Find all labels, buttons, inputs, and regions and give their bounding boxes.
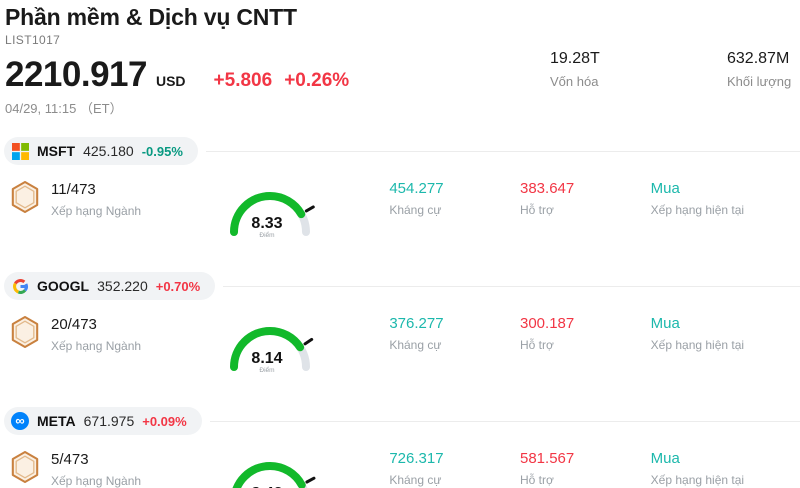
stock-pill-googl[interactable]: GOOGL 352.220 +0.70% bbox=[4, 272, 216, 300]
volume-stat: 632.87M Khối lượng bbox=[727, 50, 791, 89]
score-label: Điểm bbox=[259, 366, 274, 374]
rank-badge-icon bbox=[10, 315, 40, 354]
market-cap-value: 19.28T bbox=[550, 50, 600, 67]
rank-badge-icon bbox=[10, 450, 40, 488]
ticker-symbol: MSFT bbox=[37, 143, 76, 159]
stock-list: MSFT 425.180 -0.95% 11/473 Xếp hạng Ngàn… bbox=[0, 136, 800, 488]
stock-change: +0.70% bbox=[155, 278, 201, 294]
support-value: 581.567 bbox=[520, 450, 575, 467]
score-gauge: 8.42 Điểm bbox=[220, 450, 327, 488]
current-rating-label: Xếp hạng hiện tại bbox=[650, 473, 745, 487]
support-value: 383.647 bbox=[520, 180, 575, 197]
current-rating: Mua bbox=[650, 180, 680, 197]
support-value: 300.187 bbox=[520, 315, 575, 332]
volume-label: Khối lượng bbox=[727, 74, 792, 89]
stock-row-msft: MSFT 425.180 -0.95% 11/473 Xếp hạng Ngàn… bbox=[0, 136, 800, 263]
rank-badge-icon bbox=[10, 180, 40, 219]
industry-rank-label: Xếp hạng Ngành bbox=[51, 204, 142, 218]
support-label: Hỗ trợ bbox=[520, 338, 554, 352]
current-rating: Mua bbox=[650, 315, 680, 332]
current-rating-label: Xếp hạng hiện tại bbox=[650, 203, 745, 217]
ticker-symbol: META bbox=[37, 413, 76, 429]
stock-change: -0.95% bbox=[141, 143, 183, 159]
index-price: 2210.917 bbox=[5, 55, 147, 94]
current-rating-label: Xếp hạng hiện tại bbox=[650, 338, 745, 352]
currency-label: USD bbox=[155, 73, 186, 89]
industry-rank-label: Xếp hạng Ngành bbox=[51, 339, 142, 353]
google-logo-icon bbox=[11, 277, 29, 295]
resistance-label: Kháng cự bbox=[389, 203, 442, 217]
microsoft-logo-icon bbox=[11, 142, 29, 160]
resistance-label: Kháng cự bbox=[389, 338, 442, 352]
change-percent: +0.26% bbox=[284, 70, 350, 91]
stock-pill-msft[interactable]: MSFT 425.180 -0.95% bbox=[4, 137, 198, 165]
volume-value: 632.87M bbox=[727, 50, 790, 67]
resistance-value: 454.277 bbox=[389, 180, 444, 197]
resistance-label: Kháng cự bbox=[389, 473, 442, 487]
market-cap-label: Vốn hóa bbox=[550, 74, 599, 89]
support-label: Hỗ trợ bbox=[520, 473, 554, 487]
stock-price: 425.180 bbox=[83, 143, 134, 159]
market-cap-stat: 19.28T Vốn hóa bbox=[550, 50, 600, 89]
industry-rank: 20/473 bbox=[51, 316, 97, 333]
change-absolute: +5.806 bbox=[213, 70, 273, 91]
score-value: 8.42 bbox=[251, 485, 282, 488]
stock-pill-meta[interactable]: ∞ META 671.975 +0.09% bbox=[4, 407, 202, 435]
divider bbox=[205, 150, 800, 152]
stock-row-meta: ∞ META 671.975 +0.09% 5/473 Xếp hạng Ngà… bbox=[0, 406, 800, 488]
stock-row-googl: GOOGL 352.220 +0.70% 20/473 Xếp hạng Ngà… bbox=[0, 271, 800, 398]
page-title: Phần mềm & Dịch vụ CNTT bbox=[5, 4, 297, 30]
list-id: LIST1017 bbox=[5, 33, 61, 47]
stock-price: 352.220 bbox=[97, 278, 148, 294]
list-header: Phần mềm & Dịch vụ CNTT LIST1017 2210.91… bbox=[0, 0, 800, 128]
industry-rank: 5/473 bbox=[51, 451, 89, 468]
ticker-symbol: GOOGL bbox=[37, 278, 90, 294]
stock-change: +0.09% bbox=[142, 413, 187, 429]
industry-rank-label: Xếp hạng Ngành bbox=[51, 474, 142, 488]
resistance-value: 376.277 bbox=[389, 315, 444, 332]
score-value: 8.33 bbox=[251, 215, 282, 232]
current-rating: Mua bbox=[650, 450, 680, 467]
index-change: +5.806 +0.26% bbox=[214, 70, 350, 92]
divider bbox=[223, 285, 800, 287]
industry-rank: 11/473 bbox=[51, 181, 96, 198]
divider bbox=[209, 420, 800, 422]
stock-price: 671.975 bbox=[83, 413, 135, 429]
timestamp: 04/29, 11:15 （ET） bbox=[5, 101, 123, 116]
resistance-value: 726.317 bbox=[389, 450, 444, 467]
score-value: 8.14 bbox=[251, 350, 282, 367]
score-gauge: 8.14 Điểm bbox=[220, 315, 327, 380]
meta-logo-icon: ∞ bbox=[11, 412, 29, 430]
score-label: Điểm bbox=[259, 231, 274, 239]
support-label: Hỗ trợ bbox=[520, 203, 554, 217]
score-gauge: 8.33 Điểm bbox=[220, 180, 327, 245]
